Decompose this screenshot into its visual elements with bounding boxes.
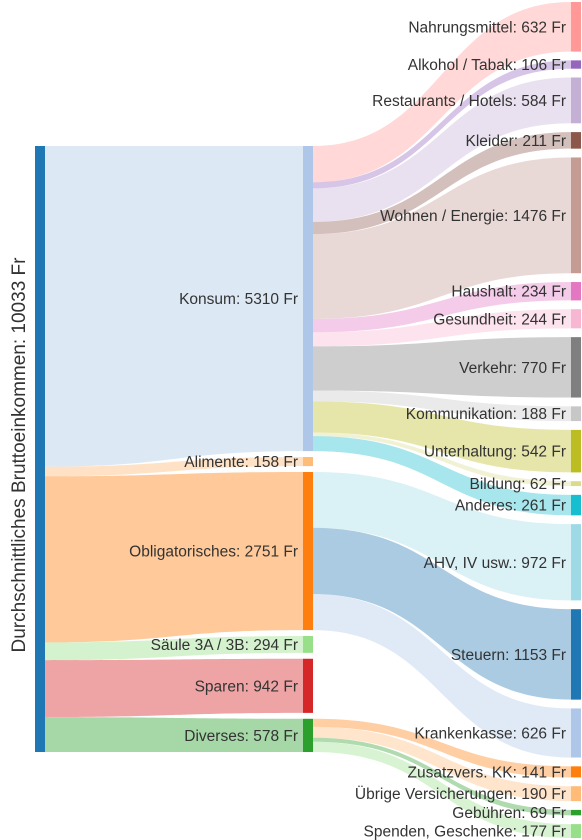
link-konsum-kommunikation <box>313 390 571 422</box>
node-kleider <box>571 132 581 149</box>
link-diverses-gebuehren <box>313 737 571 816</box>
label-bildung: Bildung: 62 Fr <box>470 476 567 493</box>
labels: Durchschnittliches Bruttoeinkommen: 1003… <box>9 19 566 840</box>
links-middle-to-leaves <box>313 2 571 838</box>
node-konsum <box>303 146 313 452</box>
link-root-sparen <box>45 658 303 718</box>
node-saeule <box>303 635 313 653</box>
link-root-konsum <box>45 146 303 467</box>
node-gebuehren <box>571 809 581 816</box>
links-root-to-middle <box>45 146 303 752</box>
node-oblig <box>303 471 313 631</box>
node-alimente <box>303 457 313 467</box>
label-saeule: Säule 3A / 3B: 294 Fr <box>151 637 298 654</box>
label-wohnen: Wohnen / Energie: 1476 Fr <box>380 208 566 225</box>
label-ahv: AHV, IV usw.: 972 Fr <box>424 555 566 572</box>
link-root-oblig <box>45 471 303 643</box>
link-konsum-kleider <box>313 132 571 235</box>
label-konsum: Konsum: 5310 Fr <box>179 291 298 308</box>
link-konsum-nahrung <box>313 2 571 183</box>
label-uebrige: Übrige Versicherungen: 190 Fr <box>355 785 566 803</box>
node-verkehr <box>571 337 581 398</box>
label-unterhaltung: Unterhaltung: 542 Fr <box>424 444 566 461</box>
label-anderes: Anderes: 261 Fr <box>455 498 566 515</box>
node-root <box>35 146 45 752</box>
node-wohnen <box>571 157 581 274</box>
link-root-alimente <box>45 457 303 477</box>
label-gebuehren: Gebühren: 69 Fr <box>452 805 566 822</box>
node-ahv <box>571 524 581 601</box>
node-uebrige <box>571 786 581 802</box>
link-konsum-bildung <box>313 432 571 487</box>
label-gesundheit: Gesundheit: 244 Fr <box>433 311 566 328</box>
link-konsum-wohnen <box>313 157 571 319</box>
node-gesundheit <box>571 309 581 329</box>
link-oblig-kranken <box>313 594 571 758</box>
node-haushalt <box>571 282 581 301</box>
link-diverses-zusatz <box>313 718 571 778</box>
node-diverses <box>303 718 313 752</box>
link-konsum-unterhaltung <box>313 401 571 473</box>
label-alimente: Alimente: 158 Fr <box>184 454 298 471</box>
link-diverses-uebrige <box>313 726 571 802</box>
label-nahrung: Nahrungsmittel: 632 Fr <box>408 19 566 36</box>
node-zusatz <box>571 766 581 778</box>
node-steuern <box>571 609 581 700</box>
link-oblig-ahv <box>313 471 571 601</box>
label-restaurants: Restaurants / Hotels: 584 Fr <box>372 93 566 110</box>
label-steuern: Steuern: 1153 Fr <box>451 647 566 664</box>
label-root: Durchschnittliches Bruttoeinkommen: 1003… <box>9 257 30 653</box>
link-diverses-spenden <box>313 741 571 838</box>
link-konsum-alkohol <box>313 60 571 189</box>
label-spenden: Spenden, Geschenke: 177 Fr <box>364 824 567 840</box>
node-alkohol <box>571 60 581 69</box>
label-kranken: Krankenkasse: 626 Fr <box>414 725 566 742</box>
label-kommunikation: Kommunikation: 188 Fr <box>406 406 566 423</box>
label-zusatz: Zusatzvers. KK: 141 Fr <box>408 764 567 781</box>
label-sparen: Sparen: 942 Fr <box>195 678 298 695</box>
label-haushalt: Haushalt: 234 Fr <box>451 284 566 301</box>
label-kleider: Kleider: 211 Fr <box>465 133 566 150</box>
link-oblig-steuern <box>313 527 571 700</box>
nodes <box>35 2 581 838</box>
link-konsum-haushalt <box>313 282 571 333</box>
node-bildung <box>571 481 581 487</box>
node-restaurants <box>571 77 581 124</box>
link-konsum-anderes <box>313 436 571 516</box>
link-root-saeule <box>45 635 303 661</box>
node-spenden <box>571 824 581 838</box>
label-diverses: Diverses: 578 Fr <box>184 728 298 745</box>
label-alkohol: Alkohol / Tabak: 106 Fr <box>408 57 566 74</box>
node-anderes <box>571 494 581 516</box>
label-verkehr: Verkehr: 770 Fr <box>459 360 566 377</box>
node-kranken <box>571 708 581 758</box>
node-sparen <box>303 658 313 713</box>
node-unterhaltung <box>571 429 581 473</box>
node-kommunikation <box>571 406 581 422</box>
node-nahrung <box>571 2 581 52</box>
label-oblig: Obligatorisches: 2751 Fr <box>129 544 298 561</box>
link-konsum-gesundheit <box>313 309 571 347</box>
link-konsum-verkehr <box>313 337 571 398</box>
link-konsum-restaurants <box>313 77 571 222</box>
link-root-diverses <box>45 717 303 752</box>
